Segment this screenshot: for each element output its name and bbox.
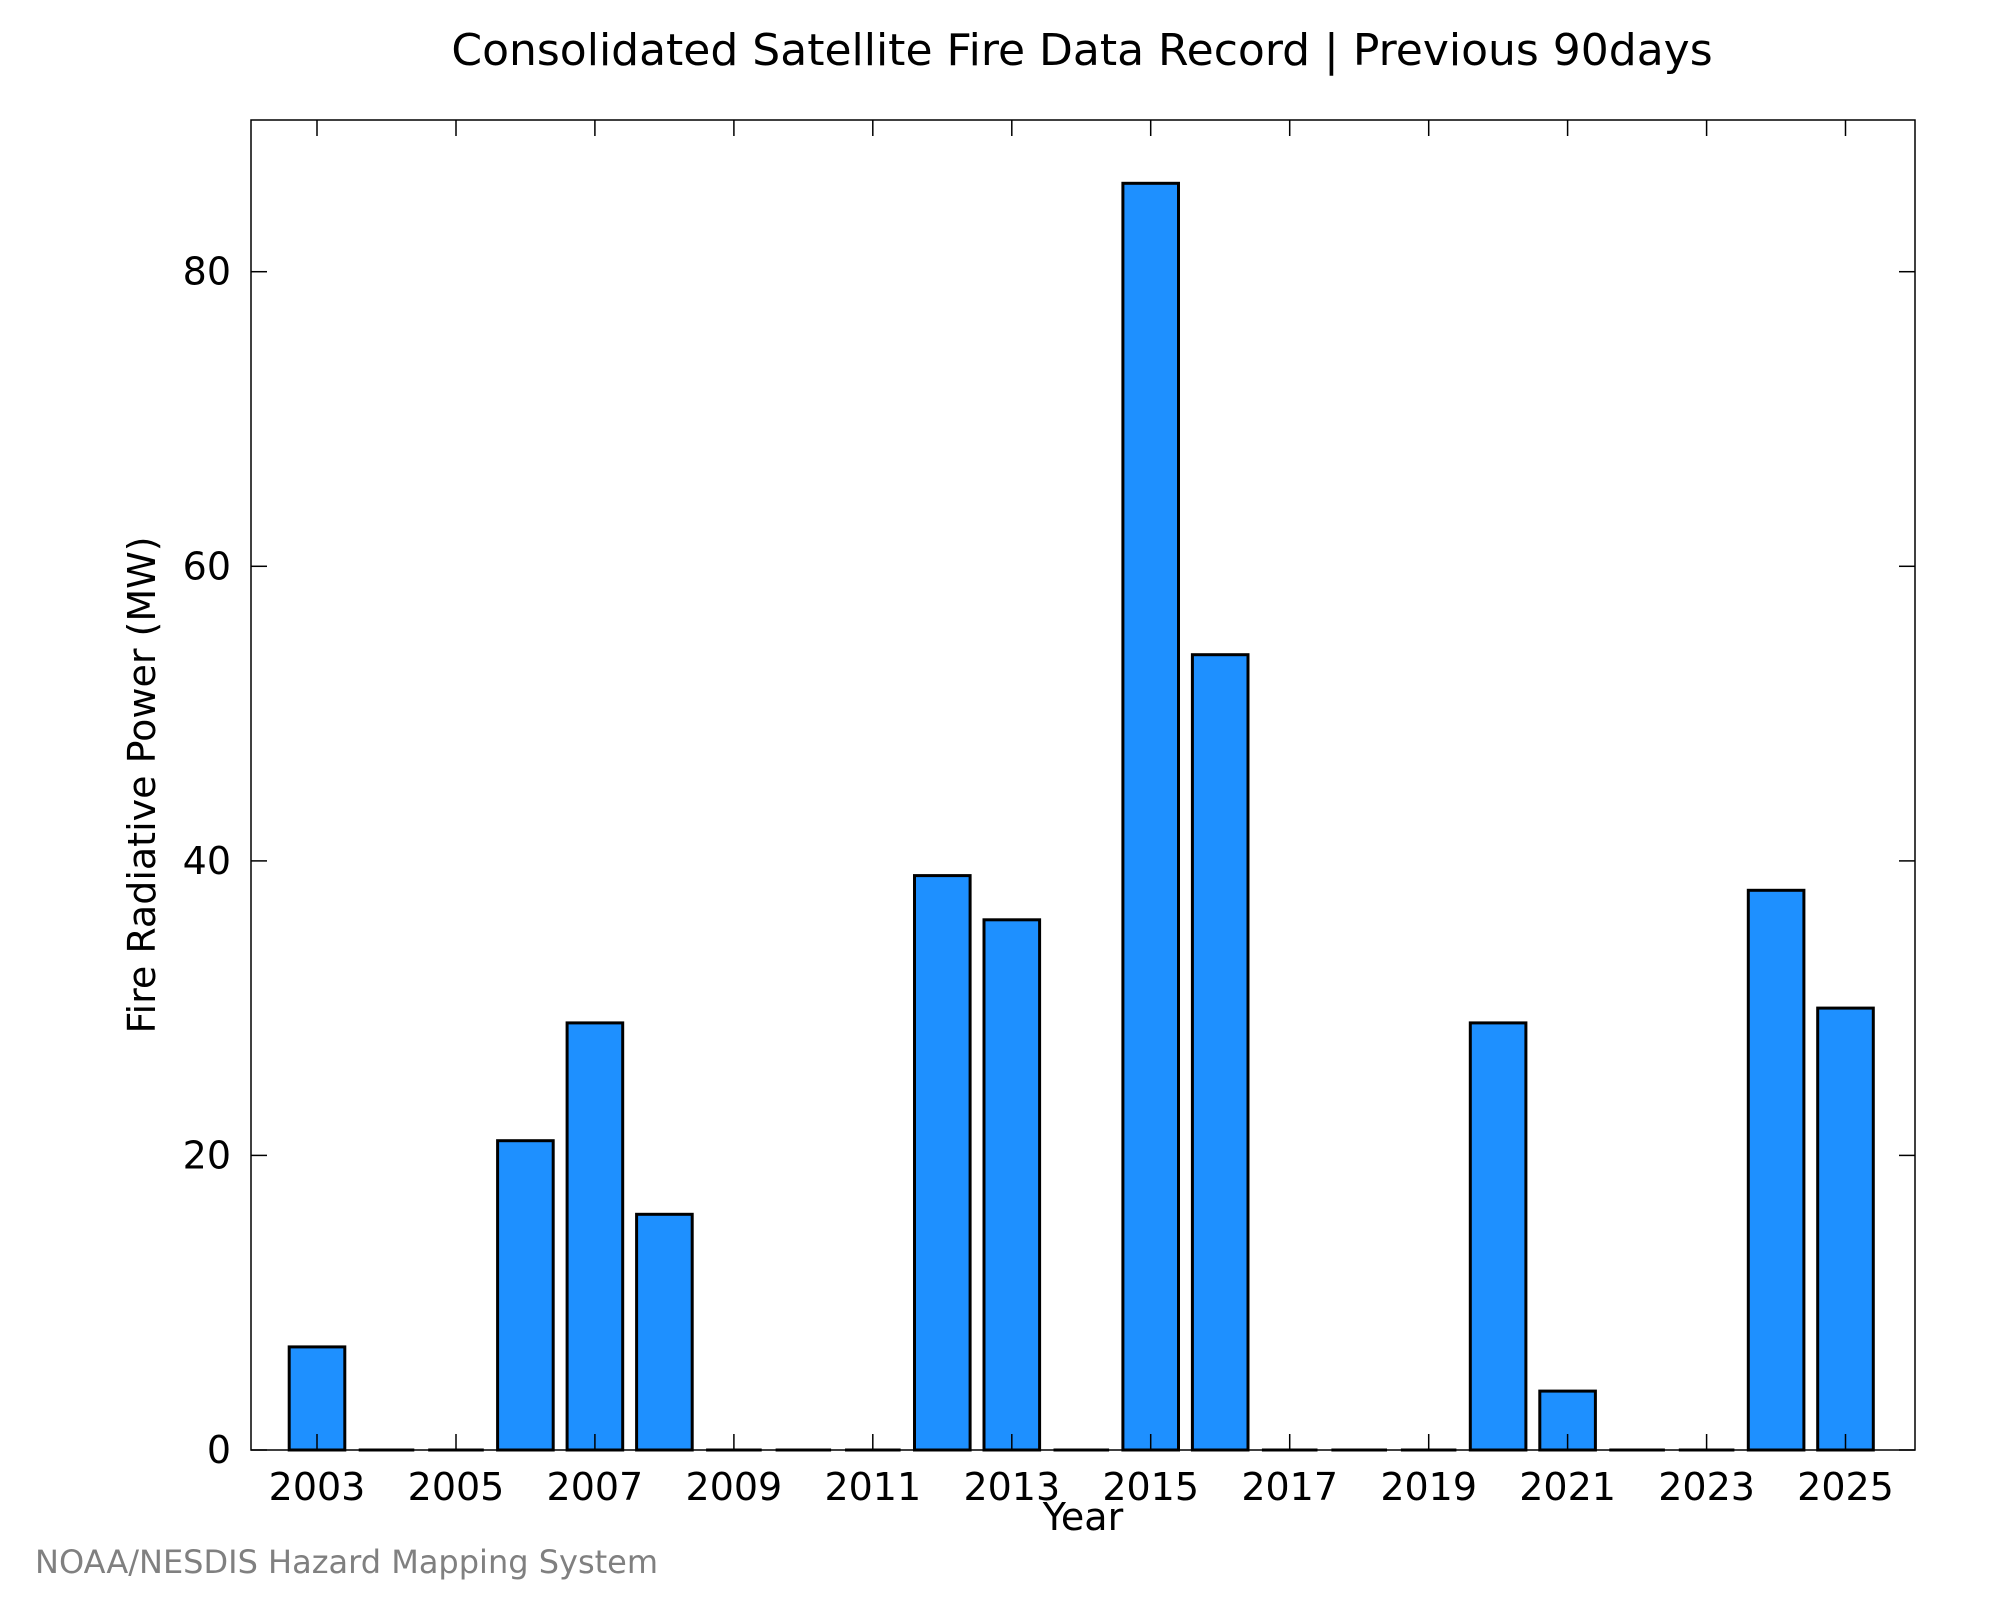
x-tick-label-2015: 2015 xyxy=(1102,1465,1199,1509)
bar-2020 xyxy=(1468,1021,1528,1452)
bar-2016 xyxy=(1190,653,1250,1452)
source-credit: NOAA/NESDIS Hazard Mapping System xyxy=(35,1543,658,1581)
x-tick-label-2009: 2009 xyxy=(686,1465,783,1509)
x-tick-label-2023: 2023 xyxy=(1658,1465,1755,1509)
x-tick-label-2003: 2003 xyxy=(269,1465,366,1509)
x-tick-label-2013: 2013 xyxy=(963,1465,1060,1509)
y-tick-label-80: 80 xyxy=(183,250,231,294)
y-axis-label: Fire Radiative Power (MW) xyxy=(120,536,164,1033)
chart-title: Consolidated Satellite Fire Data Record … xyxy=(451,25,1712,76)
bar-2025 xyxy=(1816,1006,1875,1452)
plot-frame xyxy=(250,119,1916,1451)
x-tick-label-2021: 2021 xyxy=(1519,1465,1616,1509)
bar-2015 xyxy=(1121,181,1181,1452)
y-tick-label-0: 0 xyxy=(207,1428,231,1472)
bar-2012 xyxy=(913,874,972,1452)
bars-layer xyxy=(287,181,1875,1452)
bar-2007 xyxy=(565,1021,625,1452)
bar-2006 xyxy=(496,1139,555,1452)
bar-2024 xyxy=(1746,888,1806,1452)
x-tick-label-2017: 2017 xyxy=(1241,1465,1338,1509)
x-tick-label-2005: 2005 xyxy=(408,1465,505,1509)
x-tick-label-2011: 2011 xyxy=(824,1465,921,1509)
y-tick-label-40: 40 xyxy=(183,839,231,883)
x-tick-label-2007: 2007 xyxy=(547,1465,644,1509)
ticks-layer: 2003 2005 2007 2009 2011 2013 2015 2017 2019 2021… xyxy=(183,120,1915,1509)
x-tick-label-2019: 2019 xyxy=(1380,1465,1477,1509)
x-tick-label-2025: 2025 xyxy=(1797,1465,1894,1509)
x-axis-label: Year xyxy=(1042,1495,1124,1539)
bar-2013 xyxy=(982,918,1042,1452)
y-tick-label-60: 60 xyxy=(183,544,231,588)
y-tick-label-20: 20 xyxy=(183,1133,231,1177)
bar-2008 xyxy=(635,1212,694,1452)
